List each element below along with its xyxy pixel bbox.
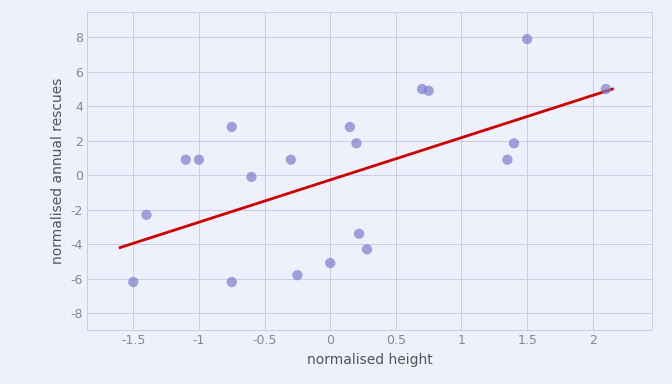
Point	[502, 157, 513, 163]
Point	[246, 174, 257, 180]
Point	[345, 124, 355, 130]
Point	[181, 157, 192, 163]
Point	[351, 140, 362, 146]
Point	[601, 86, 612, 92]
X-axis label: normalised height: normalised height	[306, 353, 433, 367]
Point	[521, 36, 532, 42]
Point	[141, 212, 152, 218]
Point	[226, 279, 237, 285]
Point	[353, 231, 364, 237]
Point	[325, 260, 335, 266]
Point	[194, 157, 204, 163]
Point	[423, 88, 434, 94]
Point	[292, 272, 303, 278]
Y-axis label: normalised annual rescues: normalised annual rescues	[51, 78, 65, 264]
Point	[509, 140, 519, 146]
Point	[226, 124, 237, 130]
Point	[128, 279, 138, 285]
Point	[362, 246, 372, 252]
Point	[286, 157, 296, 163]
Point	[417, 86, 427, 92]
